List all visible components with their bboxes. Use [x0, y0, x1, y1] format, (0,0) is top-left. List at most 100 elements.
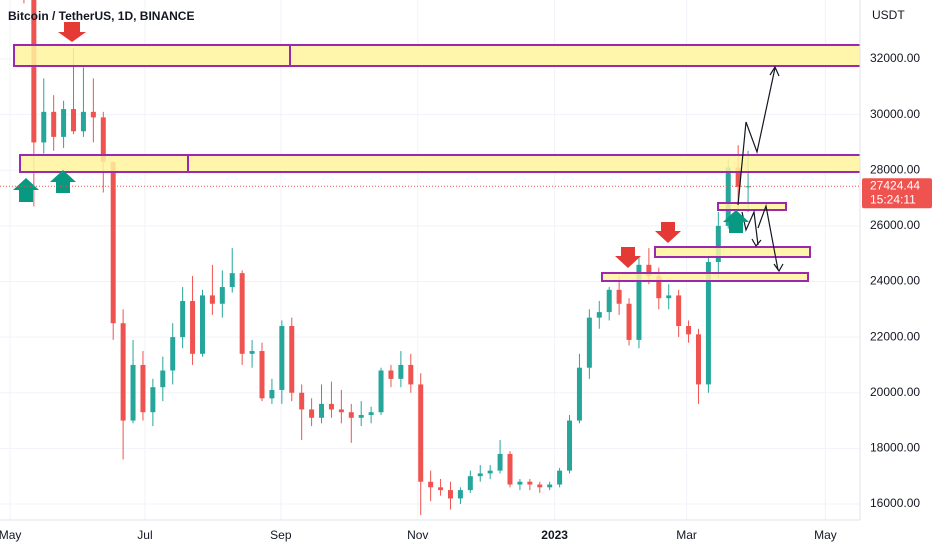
candle-body: [626, 303, 632, 340]
buy-arrow: [13, 178, 39, 202]
candle-body: [239, 273, 245, 354]
signals: [13, 22, 749, 268]
candle-body: [120, 323, 126, 421]
candle-body: [656, 275, 662, 299]
candle-body: [80, 111, 86, 132]
currency: USDT: [872, 8, 905, 22]
candle-body: [71, 109, 77, 132]
arrow-head: [751, 238, 762, 248]
candle-body: [715, 225, 721, 263]
candle-body: [358, 415, 364, 418]
buy-arrow: [50, 170, 76, 193]
candle-body: [567, 420, 573, 471]
candle-body: [209, 295, 215, 304]
candle-body: [537, 484, 543, 488]
candle-body: [150, 387, 156, 413]
candle-body: [527, 481, 533, 485]
y-tick-label: 32000.00: [870, 51, 920, 65]
zone: [654, 246, 811, 258]
candle-body: [219, 287, 225, 304]
candle-body: [497, 453, 503, 471]
arrow-head: [769, 65, 780, 77]
candle-body: [388, 370, 394, 379]
candle-body: [348, 412, 354, 418]
candle-body: [606, 289, 612, 313]
candle-body: [636, 264, 642, 340]
zone: [13, 44, 860, 67]
candle-body: [299, 392, 305, 410]
sell-arrow: [615, 247, 641, 268]
candle-body: [398, 364, 404, 379]
candle-body: [160, 370, 166, 388]
candle-body: [576, 367, 582, 421]
candle-body: [686, 326, 692, 335]
y-tick-label: 26000.00: [870, 218, 920, 232]
candle-body: [100, 117, 106, 162]
candle-body: [328, 403, 334, 410]
countdown: 15:24:11: [870, 192, 916, 206]
candle-body: [338, 409, 344, 413]
candle-body: [130, 364, 136, 421]
candle-body: [735, 167, 741, 187]
candle-body: [90, 111, 96, 118]
chart-title: Bitcoin / TetherUS, 1D, BINANCE: [8, 9, 194, 23]
last-price-label: 27424.44: [870, 178, 920, 192]
zones: [13, 44, 860, 282]
y-tick-label: 24000.00: [870, 274, 920, 288]
candle-body: [438, 487, 444, 491]
candle-body: [309, 409, 315, 418]
projection: [757, 203, 779, 271]
candle-body: [428, 481, 434, 488]
x-tick-label: Mar: [676, 528, 697, 542]
candle-body: [378, 370, 384, 413]
candle-body: [705, 262, 711, 385]
last-price-box: [862, 178, 932, 209]
candle-body: [61, 109, 67, 137]
candle-body: [229, 273, 235, 288]
candle-body: [457, 490, 463, 499]
candle-body: [249, 351, 255, 354]
candle-body: [596, 312, 602, 318]
x-tick-label: 2023: [541, 528, 568, 542]
candle-body: [259, 351, 265, 399]
candle-body: [676, 295, 682, 326]
candle-body: [51, 111, 57, 137]
candle-body: [477, 473, 483, 477]
x-tick-label: Nov: [407, 528, 428, 542]
candle-body: [269, 389, 275, 399]
candle-body: [646, 264, 652, 276]
candle-body: [586, 317, 592, 368]
arrow-head: [773, 263, 784, 273]
x-tick-label: May: [814, 528, 837, 542]
y-tick-label: 30000.00: [870, 107, 920, 121]
x-tick-label: Sep: [270, 528, 292, 542]
candle-body: [289, 326, 295, 393]
candle-body: [279, 326, 285, 390]
x-tick-label: May: [0, 528, 21, 542]
candle-body: [547, 484, 553, 488]
sell-arrow: [58, 22, 86, 42]
y-tick-label: 16000.00: [870, 496, 920, 510]
candle-body: [368, 412, 374, 415]
candle-body: [447, 490, 453, 499]
zone: [601, 272, 809, 282]
candle-body: [41, 111, 47, 143]
projection: [737, 67, 776, 206]
y-tick-label: 28000.00: [870, 162, 920, 176]
candle-body: [616, 289, 622, 304]
candle-body: [31, 0, 37, 143]
candle-body: [140, 364, 146, 413]
candle-body: [180, 300, 186, 338]
candle-body: [745, 186, 751, 188]
candle-body: [190, 300, 196, 354]
candle-body: [110, 161, 116, 324]
candle-body: [170, 337, 176, 371]
buy-arrow: [723, 210, 749, 233]
candle-body: [418, 384, 424, 482]
zone: [717, 202, 787, 211]
candle-body: [517, 481, 523, 485]
y-tick-label: 20000.00: [870, 385, 920, 399]
sell-arrow: [655, 222, 681, 243]
plot: [23, 0, 751, 516]
